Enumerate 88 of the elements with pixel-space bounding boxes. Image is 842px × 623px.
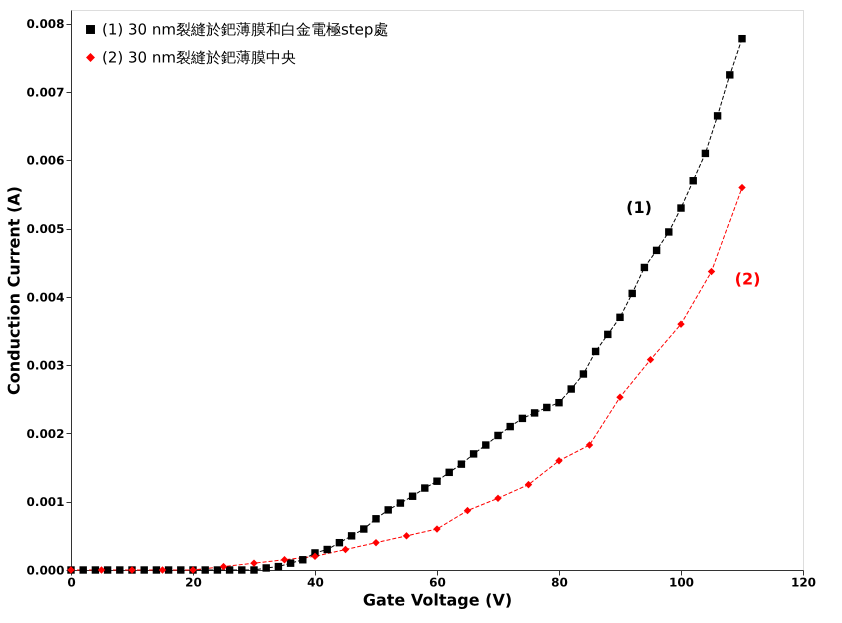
point — [433, 525, 441, 533]
point — [646, 356, 654, 364]
point — [506, 422, 514, 430]
y-tick-label: 0.003 — [26, 358, 64, 373]
point — [555, 398, 563, 406]
point — [140, 566, 148, 574]
point — [421, 484, 429, 492]
y-tick-label: 0.004 — [26, 290, 64, 304]
point — [323, 546, 331, 554]
point — [360, 525, 368, 533]
point — [530, 409, 538, 417]
point — [689, 177, 697, 184]
point — [580, 370, 588, 378]
point — [342, 546, 350, 554]
point — [445, 468, 453, 476]
point — [738, 184, 746, 192]
y-tick-label: 0.007 — [26, 85, 64, 100]
y-tick-label: 0.005 — [26, 222, 64, 236]
point — [201, 566, 209, 574]
point — [98, 566, 106, 574]
legend-label: (2) 30 nm裂縫於鈀薄膜中央 — [102, 48, 296, 66]
x-tick-label: 40 — [307, 576, 324, 590]
annotation: (2) — [734, 270, 760, 289]
point — [458, 460, 466, 468]
point — [372, 538, 380, 546]
point — [408, 492, 416, 500]
y-tick-label: 0.002 — [26, 426, 64, 441]
point — [592, 348, 600, 356]
point — [714, 112, 722, 120]
point — [311, 552, 319, 560]
point — [518, 414, 526, 422]
point — [628, 290, 636, 298]
x-axis-title: Gate Voltage (V) — [362, 590, 512, 610]
point — [402, 532, 410, 540]
point — [79, 566, 87, 574]
annotation: (1) — [626, 198, 652, 218]
point — [567, 385, 575, 393]
y-tick-label: 0.006 — [26, 154, 64, 168]
y-axis-title: Conduction Current (A) — [4, 186, 24, 395]
point — [214, 566, 222, 574]
x-tick-label: 20 — [185, 576, 202, 590]
point — [262, 564, 270, 572]
point — [348, 532, 356, 540]
point — [372, 515, 380, 522]
point — [482, 441, 490, 449]
point — [299, 556, 307, 564]
point — [726, 71, 734, 79]
point — [158, 566, 166, 574]
point — [738, 34, 746, 42]
x-tick-label: 80 — [551, 576, 568, 590]
point — [274, 562, 282, 570]
point — [336, 538, 344, 546]
point — [470, 450, 478, 458]
point — [226, 566, 234, 574]
point — [238, 566, 246, 574]
point — [616, 314, 624, 322]
point — [677, 204, 685, 212]
point — [708, 268, 716, 276]
point — [116, 566, 124, 574]
point — [177, 566, 185, 574]
point — [604, 330, 612, 338]
point — [677, 320, 685, 328]
point — [152, 566, 160, 574]
point — [250, 559, 258, 567]
point — [164, 566, 172, 574]
point — [586, 441, 594, 449]
point — [286, 559, 294, 567]
x-tick-label: 0 — [67, 576, 76, 590]
x-tick-label: 120 — [790, 576, 816, 590]
point — [702, 150, 710, 158]
y-tick-label: 0.001 — [26, 495, 64, 510]
point — [433, 478, 441, 485]
point — [640, 264, 648, 272]
point — [396, 499, 404, 507]
x-tick-label: 60 — [429, 576, 446, 590]
point — [384, 506, 392, 514]
x-tick-label: 100 — [668, 576, 694, 590]
point — [104, 566, 112, 574]
legend-label: (1) 30 nm裂縫於鈀薄膜和白金電極step處 — [102, 20, 388, 38]
point — [652, 246, 660, 254]
point — [92, 566, 100, 574]
point — [464, 506, 472, 514]
point — [524, 480, 532, 488]
point — [543, 404, 551, 412]
y-tick-label: 0.008 — [26, 17, 64, 32]
point — [220, 562, 228, 570]
point — [665, 228, 673, 236]
y-tick-label: 0.000 — [26, 564, 64, 578]
